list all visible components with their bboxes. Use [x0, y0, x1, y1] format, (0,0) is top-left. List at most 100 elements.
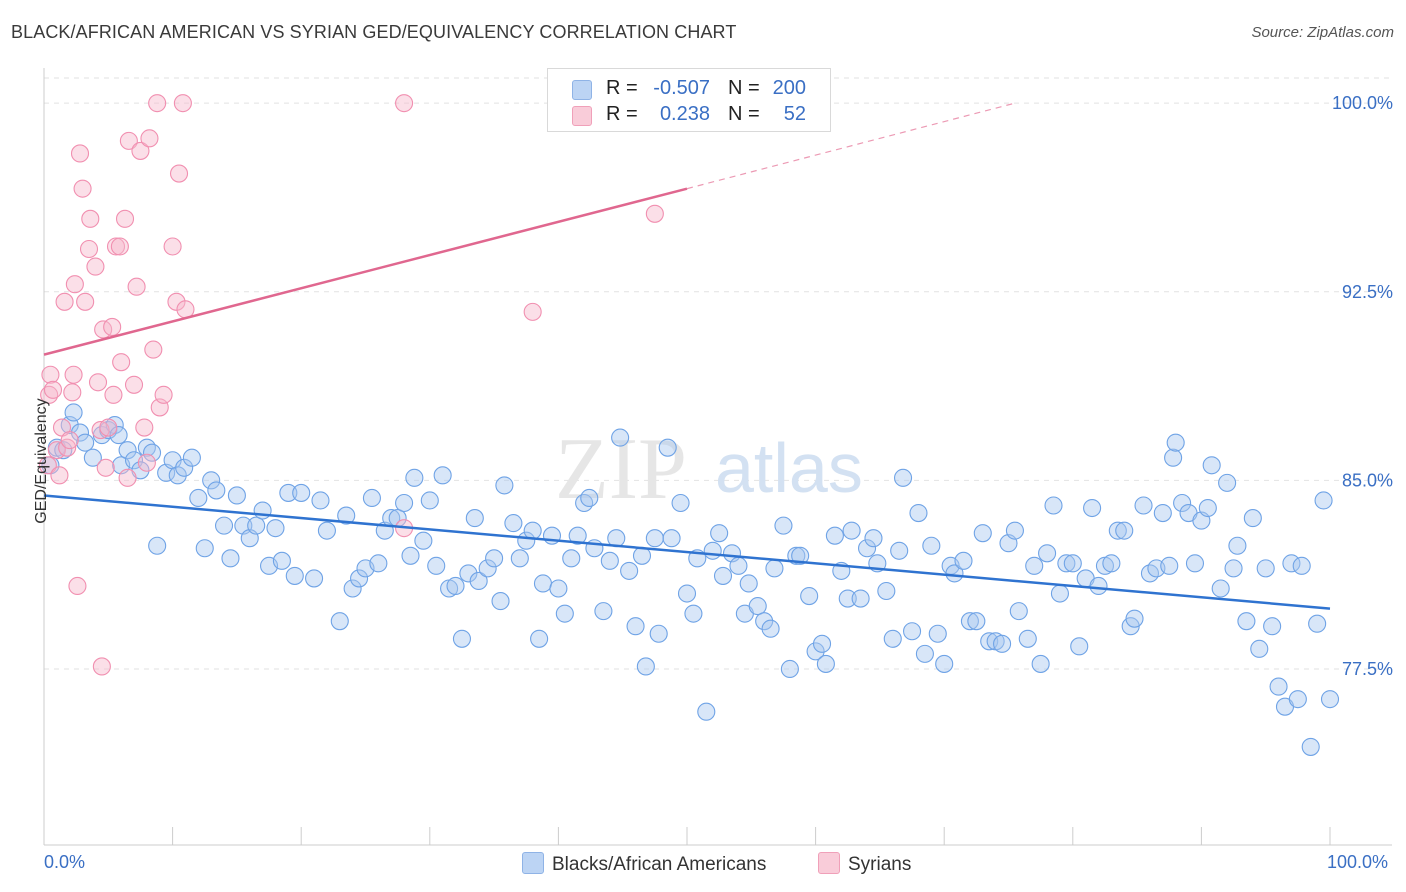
data-point-blacks [1063, 554, 1082, 573]
y-axis-label: GED/Equivalency [33, 398, 50, 524]
data-point-blacks [626, 617, 645, 636]
data-point-blacks [523, 521, 542, 540]
bottom-legend-label-blacks: Blacks/African Americans [552, 854, 767, 875]
data-point-syrians [118, 468, 137, 487]
data-point-blacks [842, 521, 861, 540]
data-point-blacks [459, 564, 478, 583]
data-point-blacks [1269, 677, 1288, 696]
data-point-blacks [632, 546, 652, 565]
data-point-blacks [64, 403, 83, 422]
data-point-syrians [60, 431, 79, 450]
data-point-syrians [99, 418, 118, 437]
data-point-blacks [1320, 690, 1340, 709]
data-point-syrians [38, 456, 57, 475]
data-point-syrians [169, 164, 189, 183]
legend-swatch-blue [572, 80, 592, 100]
data-point-blacks [1185, 554, 1205, 573]
legend-row-blacks: R = -0.507 N = 200 [548, 75, 830, 101]
data-point-blacks [838, 589, 857, 608]
data-point-blacks [649, 624, 668, 643]
data-point-blacks [1050, 584, 1069, 603]
data-point-blacks [1153, 504, 1172, 523]
data-point-syrians [65, 275, 84, 294]
data-point-blacks [142, 443, 162, 462]
data-point-blacks [1202, 456, 1221, 475]
data-point-blacks [600, 551, 619, 570]
data-point-blacks [684, 604, 703, 623]
data-point-blacks [427, 556, 446, 575]
data-point-blacks [1115, 521, 1134, 540]
bottom-legend-label-syrians: Syrians [848, 854, 912, 875]
trend-lines [43, 102, 1331, 610]
data-point-blacks [755, 612, 774, 631]
data-point-syrians [86, 257, 105, 276]
data-point-blacks [1089, 576, 1108, 596]
data-point-blacks [791, 546, 810, 565]
data-point-blacks [575, 493, 594, 513]
x-min-label: 0.0% [44, 852, 86, 872]
data-point-blacks [993, 634, 1012, 653]
watermark: ZIP atlas [555, 421, 863, 518]
source-credit: Source: ZipAtlas.com [1251, 24, 1394, 41]
axes [43, 68, 1392, 846]
data-point-blacks [343, 579, 362, 598]
data-point-blacks [247, 516, 266, 535]
data-point-blacks [954, 551, 973, 570]
data-point-blacks [877, 581, 896, 601]
data-point-syrians [163, 237, 182, 256]
data-point-blacks [902, 622, 922, 641]
data-point-blacks [1108, 521, 1127, 540]
data-point-blacks [469, 571, 488, 591]
data-point-syrians [68, 576, 87, 596]
data-point-blacks [1288, 690, 1307, 709]
data-point-syrians [70, 144, 90, 163]
data-point-blacks [279, 483, 298, 502]
data-point-blacks [729, 556, 748, 575]
legend-n-label: N = [728, 77, 760, 99]
data-point-blacks [189, 488, 208, 508]
bottom-legend-syrians: Syrians [818, 852, 911, 876]
data-point-blacks [890, 541, 909, 560]
legend-r-value: -0.507 [653, 77, 710, 99]
data-point-blacks [765, 559, 784, 578]
data-point-blacks [893, 468, 913, 487]
data-point-blacks [1005, 521, 1024, 540]
data-point-syrians [523, 302, 542, 321]
series-syrians [38, 94, 664, 676]
data-point-blacks [369, 554, 388, 573]
data-point-blacks [800, 586, 819, 606]
data-point-blacks [909, 504, 928, 523]
data-point-blacks [568, 526, 587, 545]
data-point-blacks [70, 423, 90, 442]
data-point-syrians [76, 292, 95, 311]
data-point-blacks [465, 509, 484, 528]
data-point-syrians [173, 94, 192, 113]
legend-n-value: 200 [772, 77, 806, 99]
data-point-syrians [112, 353, 131, 372]
legend-n-value: 52 [783, 103, 806, 125]
bottom-legend-blacks: Blacks/African Americans [522, 852, 766, 876]
data-point-syrians [137, 453, 156, 472]
data-point-blacks [922, 536, 941, 555]
data-point-blacks [266, 519, 285, 538]
data-point-syrians [110, 237, 129, 256]
trend-line-syrians-extension [686, 102, 1016, 190]
data-point-blacks [945, 564, 964, 583]
data-point-blacks [1292, 556, 1311, 575]
data-point-blacks [1218, 473, 1237, 492]
data-point-syrians [154, 385, 173, 404]
y-tick-label: 92.5% [1342, 282, 1393, 302]
data-point-blacks [1166, 433, 1185, 452]
data-point-blacks [967, 612, 986, 631]
data-point-syrians [104, 385, 123, 404]
data-point-blacks [495, 476, 514, 495]
data-point-blacks [562, 549, 581, 568]
data-point-blacks [677, 584, 697, 603]
data-point-syrians [92, 657, 111, 676]
data-point-blacks [414, 531, 433, 550]
data-point-blacks [935, 654, 954, 673]
data-point-blacks [76, 433, 95, 452]
data-point-blacks [671, 493, 690, 513]
data-point-blacks [812, 634, 832, 653]
